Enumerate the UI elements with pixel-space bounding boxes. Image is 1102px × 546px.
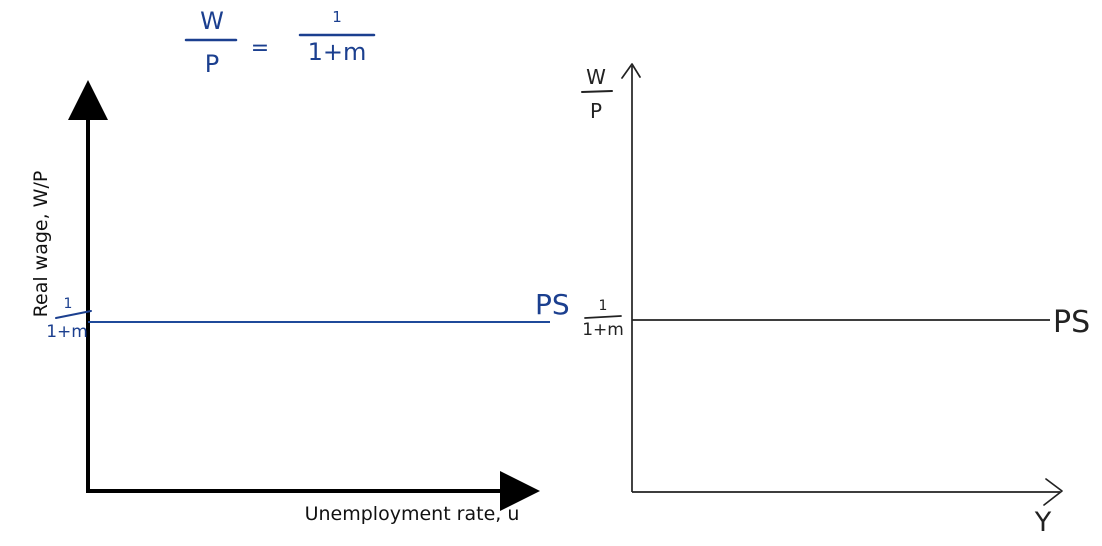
left-x-axis-label: Unemployment rate, u	[305, 503, 520, 525]
right-level-numerator: 1	[599, 298, 608, 314]
right-diagram: W P 1 1+m PS Y	[581, 63, 1090, 538]
left-level-fraction-bar	[55, 310, 92, 319]
left-diagram: Real wage, W/P Unemployment rate, u PS 1…	[30, 80, 570, 525]
equation-rhs-denominator: 1+m	[308, 38, 367, 66]
left-level-numerator: 1	[64, 296, 73, 312]
right-y-axis-fraction-bar	[581, 90, 613, 93]
right-y-axis-arrowhead	[621, 63, 641, 79]
left-y-axis-label: Real wage, W/P	[30, 171, 52, 318]
equation-equals-sign: =	[251, 36, 269, 61]
equation-lhs-denominator: P	[205, 50, 219, 78]
left-ps-label: PS	[535, 288, 570, 321]
right-level-denominator: 1+m	[582, 320, 624, 340]
right-x-axis-arrowhead	[1043, 478, 1063, 506]
right-y-axis-denominator: P	[590, 99, 602, 123]
equation-rhs-numerator: 1	[332, 8, 342, 26]
left-level-denominator: 1+m	[46, 322, 88, 342]
right-ps-label: PS	[1053, 305, 1090, 340]
right-level-fraction-bar	[584, 315, 622, 319]
right-y-axis-numerator: W	[586, 65, 606, 89]
header-equation: W P = 1 1+m	[184, 7, 376, 78]
equation-lhs-numerator: W	[200, 7, 224, 35]
right-x-axis-label: Y	[1034, 507, 1052, 538]
